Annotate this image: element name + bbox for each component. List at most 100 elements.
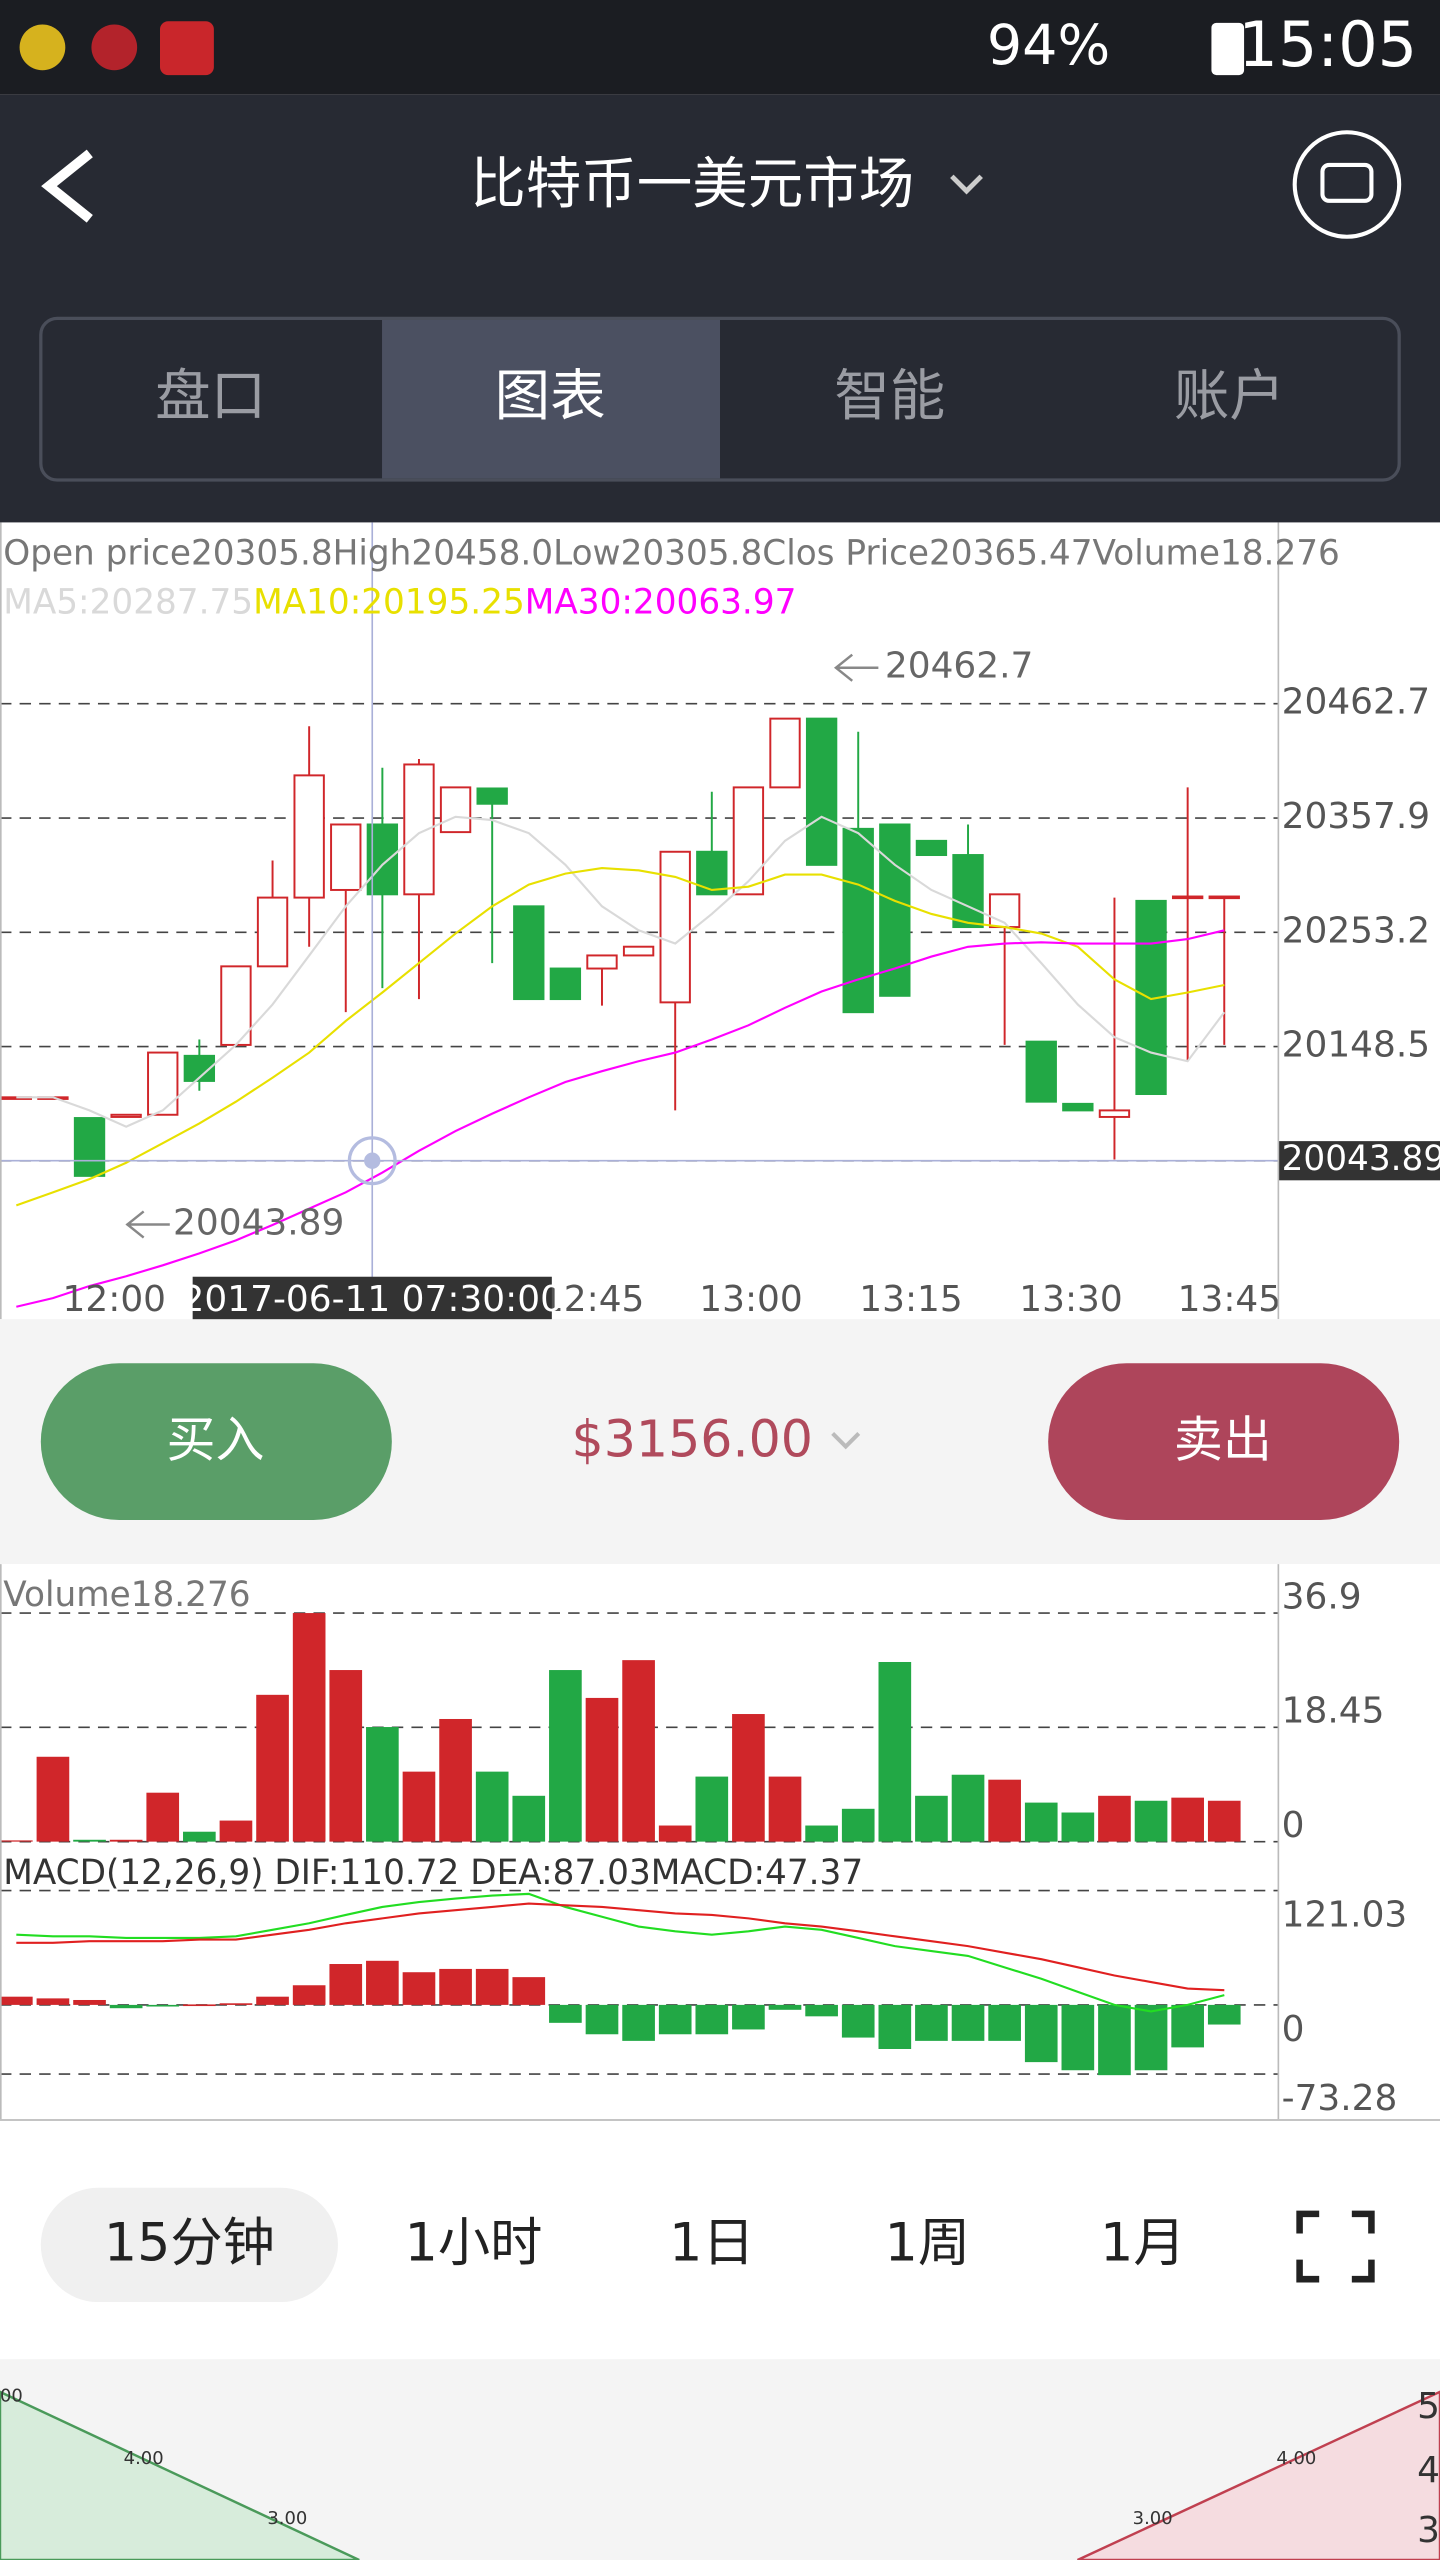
- tab[interactable]: 账户: [1174, 364, 1285, 429]
- dea-line: [16, 1902, 1225, 1992]
- dif-line: [16, 1892, 1225, 2013]
- back-button[interactable]: [41, 149, 93, 223]
- crosshair-price: 20043.89: [1282, 1139, 1440, 1179]
- chat-icon: [1320, 162, 1374, 203]
- tab[interactable]: 盘口: [155, 364, 266, 429]
- arrow: [833, 653, 879, 682]
- macd-bar: [658, 2004, 692, 2035]
- interval-tab[interactable]: 15分钟: [104, 2214, 275, 2274]
- macd-bar: [439, 1968, 472, 2005]
- macd-bar: [695, 2004, 729, 2035]
- volume-label: Volume18.276: [3, 1575, 250, 1615]
- crosshair-dot: [364, 1152, 381, 1169]
- interval-tab[interactable]: 1周: [885, 2214, 970, 2274]
- ohlc-info: Open price20305.8High20458.0Low20305.8Cl…: [3, 534, 1340, 574]
- candle-body: [1025, 1040, 1057, 1103]
- candle-body: [476, 787, 508, 805]
- status-icon: [160, 21, 214, 76]
- chat-button[interactable]: [1292, 130, 1402, 239]
- volume-bar: [658, 1825, 692, 1842]
- header-title[interactable]: 比特币一美元市场: [470, 152, 914, 217]
- volume-bar: [109, 1839, 143, 1842]
- tab[interactable]: 图表: [495, 364, 606, 429]
- interval-active-bg: [40, 2187, 338, 2303]
- sell-button[interactable]: [1048, 1363, 1400, 1520]
- volume-bar: [512, 1795, 546, 1842]
- interval-tab[interactable]: 1小时: [405, 2214, 543, 2274]
- macd-label: MACD(12,26,9) DIF:110.72 DEA:87.03MACD:4…: [3, 1853, 863, 1893]
- macd-bar: [1134, 2004, 1168, 2071]
- candle-body: [439, 786, 472, 834]
- time-label: 12:45: [541, 1279, 644, 1320]
- macd-bar: [1171, 2004, 1204, 2048]
- volume-bar: [1207, 1800, 1241, 1842]
- volume-bar: [878, 1661, 912, 1842]
- tab-group: 盘口 图表 智能 账户: [155, 320, 1285, 479]
- dropdown-icon: [831, 1432, 861, 1450]
- status-bar: [0, 0, 1440, 95]
- macd-bar: [1207, 2004, 1241, 2025]
- candle-body: [220, 965, 252, 1046]
- macd-bar: [512, 1977, 546, 2005]
- dropdown-icon: [950, 174, 983, 195]
- buy-button[interactable]: [40, 1363, 392, 1520]
- kline-chart: 20462.720357.920253.220148.520043.820462…: [0, 522, 1440, 1323]
- depth-label: 00: [0, 2386, 23, 2407]
- volume-bar: [915, 1795, 948, 1842]
- macd-bar: [402, 1972, 436, 2005]
- candle-body: [73, 1117, 106, 1177]
- macd-bar: [768, 2004, 802, 2010]
- volume-bar: [622, 1660, 655, 1842]
- macd-bar: [219, 2003, 253, 2005]
- volume-bar: [1134, 1800, 1168, 1842]
- candle-body: [1098, 1109, 1131, 1118]
- depth-label: 4: [1417, 2450, 1440, 2491]
- candle-body: [988, 893, 1021, 929]
- ma10-line: [15, 867, 1225, 1207]
- depth-label: 5: [1417, 2386, 1440, 2427]
- volume-bar: [951, 1774, 985, 1842]
- volume-bar: [1061, 1812, 1095, 1842]
- volume-bar: [805, 1825, 838, 1842]
- macd-bar: [732, 2004, 765, 2030]
- interval-group: 15分钟 1小时 1日 1周 1月: [104, 2214, 1186, 2274]
- macd-bar: [951, 2004, 985, 2041]
- macd-bar: [292, 1985, 326, 2005]
- ma-legend-item: MA30:20063.97: [525, 583, 797, 623]
- volume-bar: [475, 1771, 509, 1842]
- interval-tab[interactable]: 1日: [669, 2214, 754, 2274]
- macd-bar: [109, 2004, 143, 2009]
- volume-bar: [292, 1613, 326, 1842]
- macd-bar: [366, 1960, 399, 2005]
- crosshair-time-bg: [192, 1276, 552, 1323]
- price[interactable]: $3156.00: [572, 1410, 813, 1469]
- volume-bar: [1098, 1795, 1131, 1842]
- crosshair-time: 2017-06-11 07:30:00: [182, 1279, 563, 1320]
- candle-body: [513, 905, 545, 1001]
- fullscreen-button[interactable]: [1296, 2210, 1375, 2283]
- candle-body: [110, 1113, 142, 1118]
- clock: 15:05: [1238, 8, 1417, 81]
- macd-bar: [36, 1998, 70, 2005]
- ma30-line: [16, 929, 1225, 1308]
- tab[interactable]: 智能: [834, 364, 945, 429]
- interval-tab[interactable]: 1月: [1100, 2214, 1185, 2274]
- volume-bar: [988, 1779, 1021, 1842]
- candle-body: [732, 786, 765, 896]
- volume-tick-label: 36.9: [1282, 1576, 1362, 1617]
- volume-bar: [585, 1697, 619, 1842]
- price-tick-label: 20357.9: [1282, 796, 1430, 837]
- volume-bar: [219, 1820, 253, 1842]
- candle-body: [915, 839, 948, 857]
- volume-bar: [366, 1727, 399, 1842]
- candle-body: [952, 854, 984, 929]
- macd-tick-label: 0: [1282, 2009, 1305, 2050]
- macd-bar: [988, 2004, 1021, 2041]
- candle-body: [879, 823, 911, 997]
- macd-bar: [0, 1996, 33, 2005]
- macd-bar: [841, 2004, 875, 2038]
- kline-panel: [0, 522, 1440, 1320]
- price-tick-label: 20148.5: [1282, 1025, 1430, 1066]
- macd-bar: [1098, 2004, 1131, 2076]
